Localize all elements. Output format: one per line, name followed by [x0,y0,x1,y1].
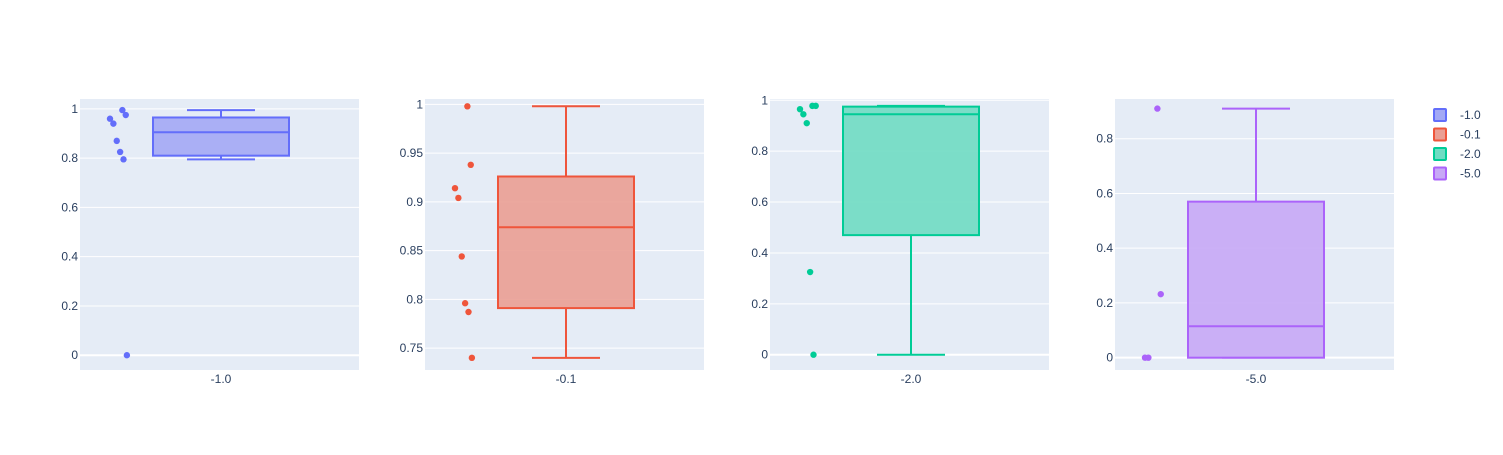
y-tick-label: 0 [761,348,768,362]
legend-item[interactable]: -1.0 [1433,108,1481,122]
y-tick-label: 0.4 [751,246,768,260]
data-point [464,103,471,110]
data-point [1157,290,1164,298]
box-body [842,105,980,237]
y-tick-label: 0 [71,348,78,362]
data-point [458,253,465,260]
legend-swatch [1433,147,1447,161]
data-point [465,308,472,316]
data-point [106,115,114,122]
y-tick-label: 0.9 [406,195,423,209]
data-point [803,119,810,127]
y-tick-label: 1 [761,93,768,107]
y-tick-label: 0.2 [1096,296,1113,310]
y-tick-label: 0.2 [751,297,768,311]
y-tick-label: 0.95 [400,146,424,160]
legend-item[interactable]: -2.0 [1433,147,1481,161]
subplot-3: 0 0.2 0.4 0.6 0.8 1 -2.0 [751,93,1049,386]
data-point [796,105,804,113]
data-point [116,148,124,156]
data-point [1154,105,1161,112]
subplot-2: 0.75 0.8 0.85 0.9 0.95 1 -0.1 [400,97,704,386]
data-point [123,352,131,359]
y-tick-label: 0.8 [1096,132,1113,146]
data-point [122,111,129,119]
data-point [806,268,814,276]
y-tick-label: 0.6 [1096,186,1113,200]
box-body [152,116,290,157]
data-point [812,102,819,110]
y-tick-label: 0.8 [406,292,423,306]
legend-swatch [1433,108,1447,122]
legend-item[interactable]: -0.1 [1433,127,1481,142]
y-tick-label: 0.4 [61,250,78,264]
y-tick-label: 0.8 [751,144,768,158]
y-tick-label: 0.4 [1096,241,1113,255]
legend-label: -5.0 [1460,167,1481,181]
legend: -1.0 -0.1 -2.0 -5.0 [1433,108,1481,181]
legend-label: -1.0 [1460,108,1481,122]
data-point [810,351,817,358]
data-point [461,300,469,307]
y-tick-label: 0.6 [61,200,78,214]
box-body [497,175,635,310]
y-tick-label: 1 [416,97,423,111]
y-tick-label: 0 [1106,351,1113,365]
data-point [120,156,127,163]
y-tick-label: 0.2 [61,299,78,313]
x-tick-label: -2.0 [901,372,922,386]
y-tick-label: 0.75 [400,341,424,355]
data-point [113,137,120,145]
legend-swatch [1433,127,1447,142]
legend-label: -0.1 [1460,128,1481,142]
data-point [110,120,117,127]
subplot-1: 0 0.2 0.4 0.6 0.8 1 -1.0 [61,99,359,386]
box-body [1187,200,1325,359]
y-tick-label: 1 [71,102,78,116]
data-point [467,161,474,169]
x-tick-label: -0.1 [556,372,577,386]
data-point [1145,354,1152,361]
subplot-4: 0 0.2 0.4 0.6 0.8 -5.0 [1096,99,1394,386]
y-tick-label: 0.8 [61,151,78,165]
legend-label: -2.0 [1460,147,1481,161]
data-point [455,194,462,202]
data-point [451,184,459,192]
x-tick-label: -5.0 [1246,372,1267,386]
x-tick-label: -1.0 [211,372,232,386]
legend-swatch [1433,166,1447,181]
data-point [800,111,807,118]
data-point [468,354,476,362]
y-tick-label: 0.85 [400,244,424,258]
y-tick-label: 0.6 [751,195,768,209]
data-point [119,106,126,114]
legend-item[interactable]: -5.0 [1433,166,1481,181]
